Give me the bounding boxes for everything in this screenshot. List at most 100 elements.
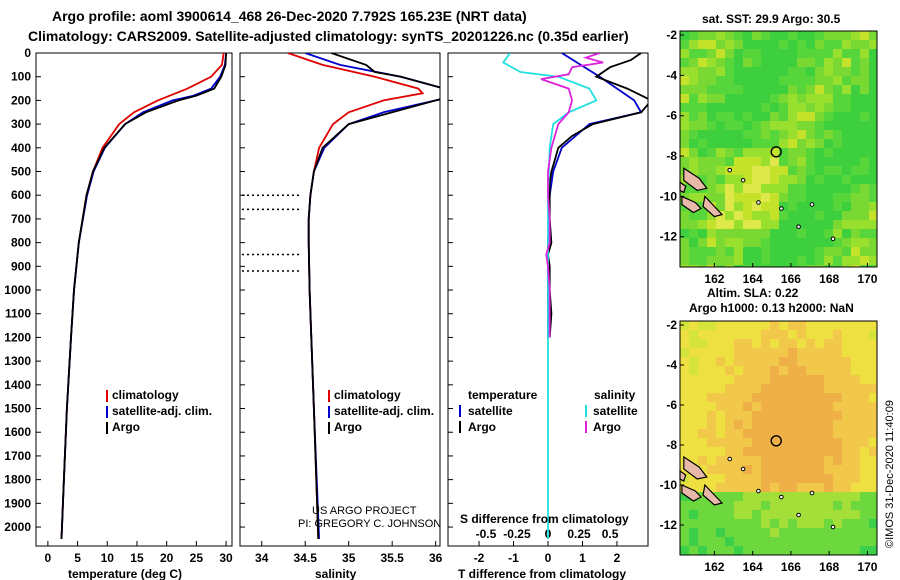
- map-cell: [689, 339, 698, 348]
- map-cell: [833, 85, 842, 94]
- map-cell: [869, 67, 877, 76]
- map-cell: [761, 501, 770, 510]
- map-cell: [752, 103, 761, 112]
- map-cell: [860, 483, 869, 492]
- map-cell: [743, 447, 752, 456]
- map-cell: [842, 510, 851, 519]
- map-cell: [779, 130, 788, 139]
- map-cell: [833, 456, 842, 465]
- map-cell: [869, 420, 877, 429]
- map-cell: [743, 330, 752, 339]
- map-cell: [824, 366, 833, 375]
- map-cell: [779, 465, 788, 474]
- map-cell: [707, 157, 716, 166]
- map-cell: [815, 465, 824, 474]
- x-tick-label: 1: [579, 551, 586, 565]
- map-cell: [851, 492, 860, 501]
- map-cell: [698, 58, 707, 67]
- map-cell: [833, 139, 842, 148]
- map-cell: [815, 348, 824, 357]
- map-cell: [707, 49, 716, 58]
- map-cell: [797, 393, 806, 402]
- map-cell: [779, 321, 788, 330]
- sla-map-title-1: Altim. SLA: 0.22: [707, 286, 799, 300]
- map-cell: [779, 184, 788, 193]
- map-cell: [842, 501, 851, 510]
- map-cell: [761, 519, 770, 528]
- map-cell: [851, 384, 860, 393]
- map-cell: [680, 211, 689, 220]
- map-cell: [860, 438, 869, 447]
- map-cell: [788, 483, 797, 492]
- map-cell: [707, 112, 716, 121]
- map-cell: [680, 49, 689, 58]
- map-cell: [869, 148, 877, 157]
- map-cell: [842, 546, 851, 555]
- map-cell: [797, 211, 806, 220]
- map-cell: [806, 148, 815, 157]
- map-cell: [788, 247, 797, 256]
- islet-outline: [756, 200, 761, 205]
- map-cell: [869, 31, 877, 40]
- map-cell: [860, 40, 869, 49]
- map-cell: [833, 438, 842, 447]
- map-cell: [779, 537, 788, 546]
- map-cell: [842, 339, 851, 348]
- map-cell: [788, 76, 797, 85]
- map-cell: [743, 384, 752, 393]
- map-cell: [851, 321, 860, 330]
- map-cell: [833, 510, 842, 519]
- map-cell: [734, 58, 743, 67]
- map-cell: [797, 58, 806, 67]
- map-cell: [752, 49, 761, 58]
- x-tick-label: 25: [190, 551, 204, 565]
- map-cell: [698, 40, 707, 49]
- map-frame: [679, 30, 878, 268]
- map-cell: [797, 474, 806, 483]
- map-cell: [689, 76, 698, 85]
- map-cell: [797, 456, 806, 465]
- map-cell: [779, 247, 788, 256]
- map-cell: [761, 465, 770, 474]
- map-cell: [761, 58, 770, 67]
- map-cell: [725, 546, 734, 555]
- map-cell: [725, 474, 734, 483]
- map-cell: [761, 456, 770, 465]
- map-cell: [680, 112, 689, 121]
- map-cell: [707, 76, 716, 85]
- map-cell: [752, 31, 761, 40]
- map-cell: [689, 148, 698, 157]
- map-cell: [833, 330, 842, 339]
- salinity-frame: [239, 52, 441, 547]
- map-cell: [725, 339, 734, 348]
- map-cell: [869, 528, 877, 537]
- map-cell: [788, 501, 797, 510]
- map-cell: [716, 366, 725, 375]
- map-cell: [806, 58, 815, 67]
- map-cell: [689, 256, 698, 265]
- map-cell: [761, 229, 770, 238]
- island-outline: [683, 167, 708, 192]
- map-cell: [833, 76, 842, 85]
- map-cell: [689, 67, 698, 76]
- map-cell: [851, 265, 860, 267]
- map-cell: [725, 211, 734, 220]
- map-cell: [797, 384, 806, 393]
- map-cell: [833, 211, 842, 220]
- map-cell: [788, 321, 797, 330]
- map-cell: [698, 510, 707, 519]
- map-cell: [824, 148, 833, 157]
- map-cell: [680, 31, 689, 40]
- map-cell: [824, 528, 833, 537]
- map-cell: [851, 256, 860, 265]
- map-cell: [788, 85, 797, 94]
- map-cell: [869, 112, 877, 121]
- map-cell: [833, 321, 842, 330]
- map-cell: [788, 265, 797, 267]
- map-cell: [869, 546, 877, 555]
- map-cell: [815, 211, 824, 220]
- map-x-tick-label: 166: [781, 272, 801, 286]
- map-cell: [761, 447, 770, 456]
- map-cell: [815, 85, 824, 94]
